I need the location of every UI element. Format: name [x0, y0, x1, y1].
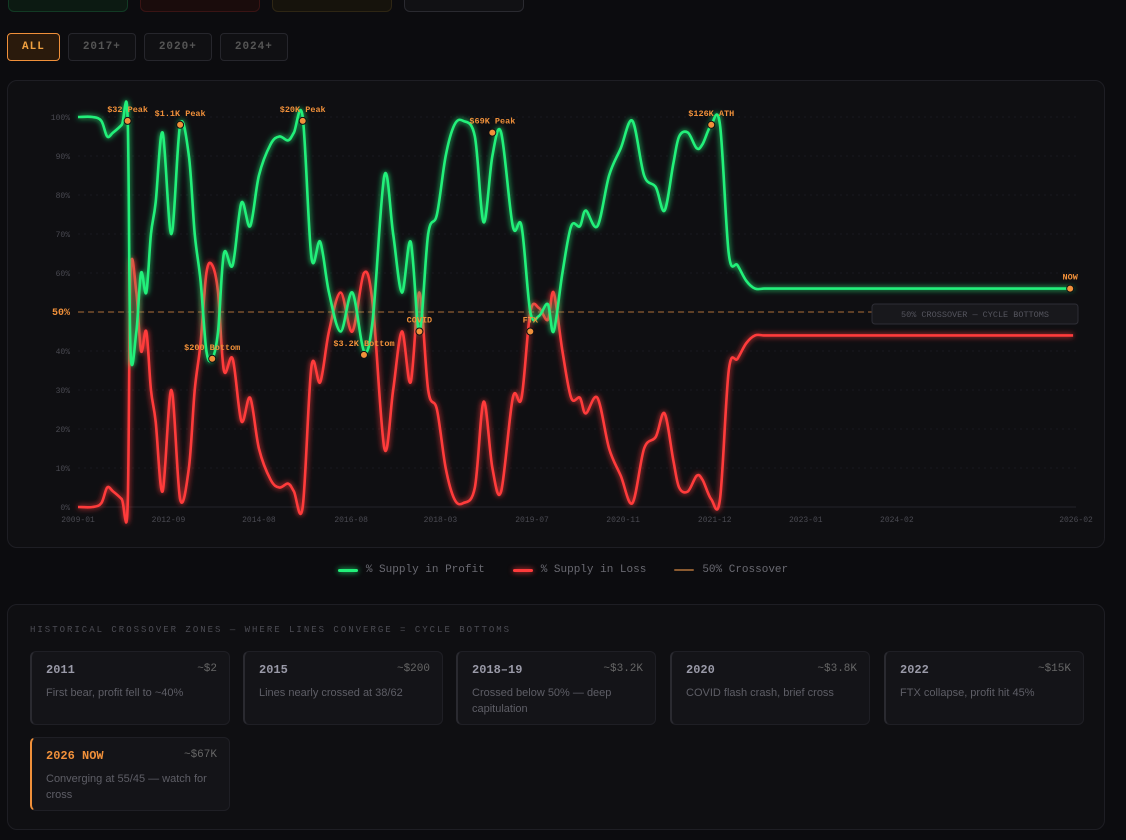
x-tick-label: 2019-07	[515, 516, 549, 525]
profit-series-line	[77, 100, 1074, 367]
legend-crossover-swatch	[674, 569, 695, 571]
y-tick-label: 70%	[56, 231, 71, 240]
legend-crossover-label: 50% Crossover	[702, 564, 789, 576]
x-tick-label: 2018-03	[424, 516, 458, 525]
zones-title: HISTORICAL CROSSOVER ZONES — WHERE LINES…	[30, 625, 512, 635]
filter-all-button[interactable]: ALL	[7, 33, 60, 61]
y-tick-label: 60%	[56, 270, 71, 279]
top-stat-card-1	[8, 0, 128, 12]
annotation-label: $1.1K Peak	[155, 109, 206, 119]
y-tick-label: 20%	[56, 426, 71, 435]
y-tick-label: 30%	[56, 387, 71, 396]
zone-year: 2011	[46, 663, 75, 677]
annotation-marker	[1066, 284, 1075, 293]
supply-profit-loss-chart: 0% 10% 20% 30% 40% 50% 60% 70% 80% 90% 100% 2009-01…	[51, 100, 1093, 525]
zone-desc: FTX collapse, profit hit 45%	[900, 687, 1035, 699]
annotation-label: NOW	[1063, 273, 1079, 283]
legend-loss-swatch	[512, 568, 533, 572]
annotation-label: FTX	[523, 316, 539, 326]
annotation-label: $20K Peak	[280, 105, 326, 115]
x-tick-label: 2020-11	[606, 516, 640, 525]
x-tick-label: 2016-08	[334, 516, 368, 525]
zone-year: 2018–19	[472, 663, 523, 677]
y-tick-label: 90%	[56, 153, 71, 162]
top-stat-card-3	[272, 0, 392, 12]
annotation-marker	[123, 116, 132, 125]
annotation-marker	[176, 120, 185, 129]
top-stat-card-4	[404, 0, 524, 12]
annotation-marker	[488, 128, 497, 137]
legend-profit-label: % Supply in Profit	[365, 564, 485, 576]
range-filter-bar: ALL 2017+ 2020+ 2024+	[7, 33, 288, 61]
x-tick-label: 2012-09	[152, 516, 186, 525]
zone-price: ~$200	[396, 663, 430, 675]
y-tick-label: 10%	[56, 465, 71, 474]
y-tick-label: 40%	[56, 348, 71, 357]
x-tick-label: 2024-02	[880, 516, 914, 525]
annotation-label: $126K ATH	[688, 109, 734, 119]
annotation-label: $200 Bottom	[184, 343, 240, 353]
zone-year: 2022	[900, 663, 929, 677]
crossover-label-box	[871, 303, 1079, 325]
crossover-zones-panel: HISTORICAL CROSSOVER ZONES — WHERE LINES…	[7, 604, 1105, 830]
chart-legend: % Supply in Profit % Supply in Loss 50% …	[0, 564, 1126, 576]
legend-profit-swatch	[337, 568, 358, 572]
zone-card-2018-19[interactable]: 2018–19 ~$3.2K Crossed below 50% — deep …	[456, 651, 656, 725]
zone-card-2022[interactable]: 2022 ~$15K FTX collapse, profit hit 45%	[884, 651, 1084, 725]
annotation-marker	[707, 120, 716, 129]
crossover-label: 50% CROSSOVER — CYCLE BOTTOMS	[901, 310, 1049, 320]
zone-year: 2015	[259, 663, 288, 677]
annotation-marker	[526, 327, 535, 336]
zone-price: ~$3.2K	[603, 663, 643, 675]
zone-price: ~$2	[197, 663, 217, 675]
annotation-label: COVID	[407, 316, 433, 326]
zone-year: 2020	[686, 663, 715, 677]
zone-desc: Converging at 55/45 — watch for cross	[46, 773, 207, 801]
x-tick-label: 2014-08	[242, 516, 276, 525]
filter-2020-button[interactable]: 2020+	[143, 33, 212, 61]
zone-card-2020[interactable]: 2020 ~$3.8K COVID flash crash, brief cro…	[670, 651, 870, 725]
loss-series-line	[77, 257, 1074, 524]
y-tick-label: 80%	[56, 192, 71, 201]
top-stat-card-2	[140, 0, 260, 12]
x-tick-label: 2026-02	[1059, 516, 1093, 525]
filter-2024-button[interactable]: 2024+	[219, 33, 288, 61]
zone-price: ~$15K	[1037, 663, 1071, 675]
zone-desc: Lines nearly crossed at 38/62	[259, 687, 403, 699]
zone-card-2026-now[interactable]: 2026 NOW ~$67K Converging at 55/45 — wat…	[30, 737, 230, 811]
legend-loss-label: % Supply in Loss	[540, 564, 647, 576]
zone-card-2015[interactable]: 2015 ~$200 Lines nearly crossed at 38/62	[243, 651, 443, 725]
zone-price: ~$67K	[183, 749, 217, 761]
legend-loss[interactable]: % Supply in Loss	[512, 564, 647, 576]
annotation-label: $3.2K Bottom	[333, 339, 394, 349]
annotation-marker	[298, 116, 307, 125]
zone-desc: COVID flash crash, brief cross	[686, 687, 834, 699]
y-tick-label: 100%	[51, 114, 70, 123]
x-tick-label: 2009-01	[61, 516, 95, 525]
zone-price: ~$3.8K	[817, 663, 857, 675]
annotation-marker	[208, 354, 217, 363]
annotation-label: $69K Peak	[469, 117, 515, 127]
chart-panel: 0% 10% 20% 30% 40% 50% 60% 70% 80% 90% 100% 2009-01…	[7, 80, 1105, 548]
annotation-marker	[359, 350, 368, 359]
annotation-label: $32 Peak	[107, 105, 148, 115]
filter-2017-button[interactable]: 2017+	[67, 33, 136, 61]
annotation-marker	[415, 327, 424, 336]
zone-desc: Crossed below 50% — deep capitulation	[472, 687, 612, 715]
legend-crossover[interactable]: 50% Crossover	[674, 564, 788, 576]
y-tick-label: 0%	[60, 504, 70, 513]
zone-year: 2026 NOW	[46, 749, 104, 763]
zone-card-2011[interactable]: 2011 ~$2 First bear, profit fell to ~40%	[30, 651, 230, 725]
x-tick-label: 2023-01	[789, 516, 823, 525]
legend-profit[interactable]: % Supply in Profit	[337, 564, 485, 576]
x-tick-label: 2021-12	[698, 516, 732, 525]
y-tick-label: 50%	[52, 308, 70, 319]
zone-desc: First bear, profit fell to ~40%	[46, 687, 184, 699]
